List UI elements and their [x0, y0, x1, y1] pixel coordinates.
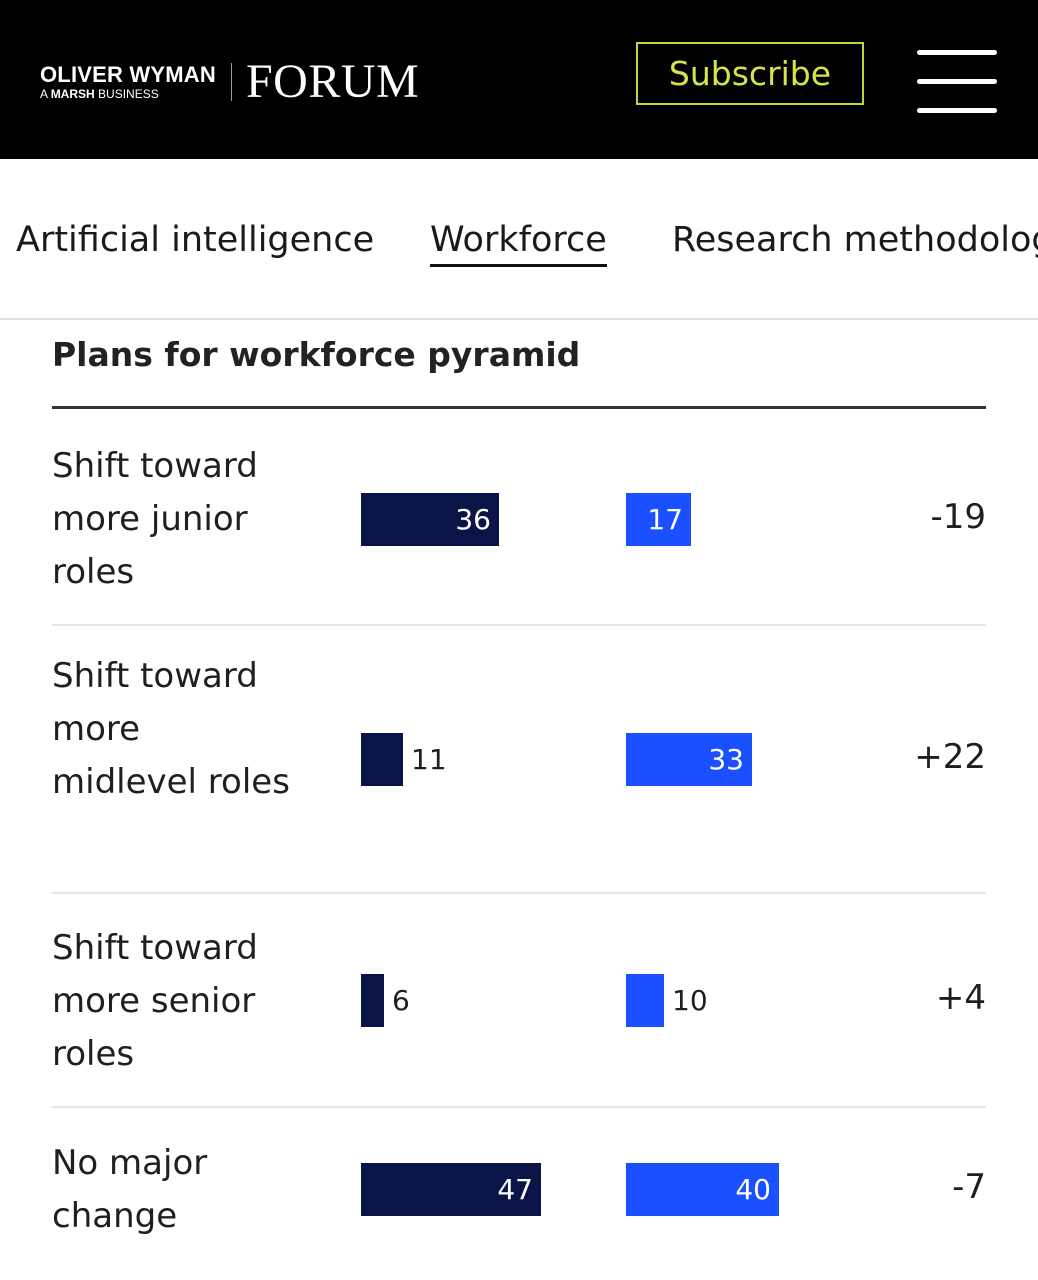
bar-series-1 — [361, 493, 499, 546]
category-label: Shift toward more junior roles — [52, 446, 258, 592]
oliver-wyman-logo: OLIVER WYMAN A MARSH BUSINESS — [40, 62, 216, 102]
chart-title-rule — [52, 406, 986, 409]
tab-workforce[interactable]: Workforce — [430, 219, 607, 267]
bar-value-label: 11 — [411, 743, 447, 776]
bar-series-1 — [361, 733, 403, 786]
chart-row: No major change 47 40 -7 — [52, 1108, 986, 1280]
difference-value: +22 — [914, 737, 986, 777]
bar-value-label: 47 — [497, 1173, 533, 1206]
tab-artificial-intelligence[interactable]: Artificial intelligence — [16, 220, 375, 260]
chart-title: Plans for workforce pyramid — [52, 335, 581, 374]
category-label: No major change — [52, 1143, 208, 1236]
bar-value-label: 17 — [647, 503, 683, 536]
menu-line — [917, 79, 997, 84]
brand-name: OLIVER WYMAN — [40, 62, 216, 87]
logo-divider — [230, 63, 232, 101]
tabs-divider — [0, 318, 1038, 320]
menu-line — [917, 50, 997, 55]
bar-series-2 — [626, 974, 664, 1027]
bar-value-label: 40 — [735, 1173, 771, 1206]
difference-value: +4 — [935, 978, 986, 1018]
bar-series-2 — [626, 1163, 779, 1216]
menu-line — [917, 108, 997, 113]
brand-tagline: A MARSH BUSINESS — [40, 87, 159, 101]
chart-row: Shift toward more junior roles 36 17 -19 — [52, 432, 986, 626]
difference-value: -7 — [952, 1167, 986, 1207]
bar-series-1 — [361, 974, 384, 1027]
bar-value-label: 6 — [392, 984, 410, 1017]
row-divider — [52, 892, 986, 894]
hamburger-menu-icon[interactable] — [917, 50, 997, 113]
bar-value-label: 36 — [455, 503, 491, 536]
chart-row: Shift toward more senior roles 6 10 +4 — [52, 894, 986, 1108]
row-divider — [52, 624, 986, 626]
topic-tabs: Artificial intelligence Workforce Resear… — [0, 160, 1038, 318]
bar-series-2 — [626, 493, 691, 546]
category-label: Shift toward more midlevel roles — [52, 656, 290, 802]
bar-series-1 — [361, 1163, 541, 1216]
bar-value-label: 33 — [708, 743, 744, 776]
difference-value: -19 — [930, 497, 986, 537]
subscribe-button[interactable]: Subscribe — [636, 42, 864, 105]
site-logo[interactable]: OLIVER WYMAN A MARSH BUSINESS FORUM — [40, 58, 419, 106]
row-divider — [52, 1106, 986, 1108]
category-label: Shift toward more senior roles — [52, 928, 258, 1074]
site-header: OLIVER WYMAN A MARSH BUSINESS FORUM Subs… — [0, 0, 1038, 159]
forum-wordmark: FORUM — [245, 55, 420, 108]
chart-row: Shift toward more midlevel roles 11 33 +22 — [52, 626, 986, 894]
tab-research-methodology[interactable]: Research methodolog — [672, 220, 1038, 260]
bar-series-2 — [626, 733, 752, 786]
bar-value-label: 10 — [672, 984, 708, 1017]
